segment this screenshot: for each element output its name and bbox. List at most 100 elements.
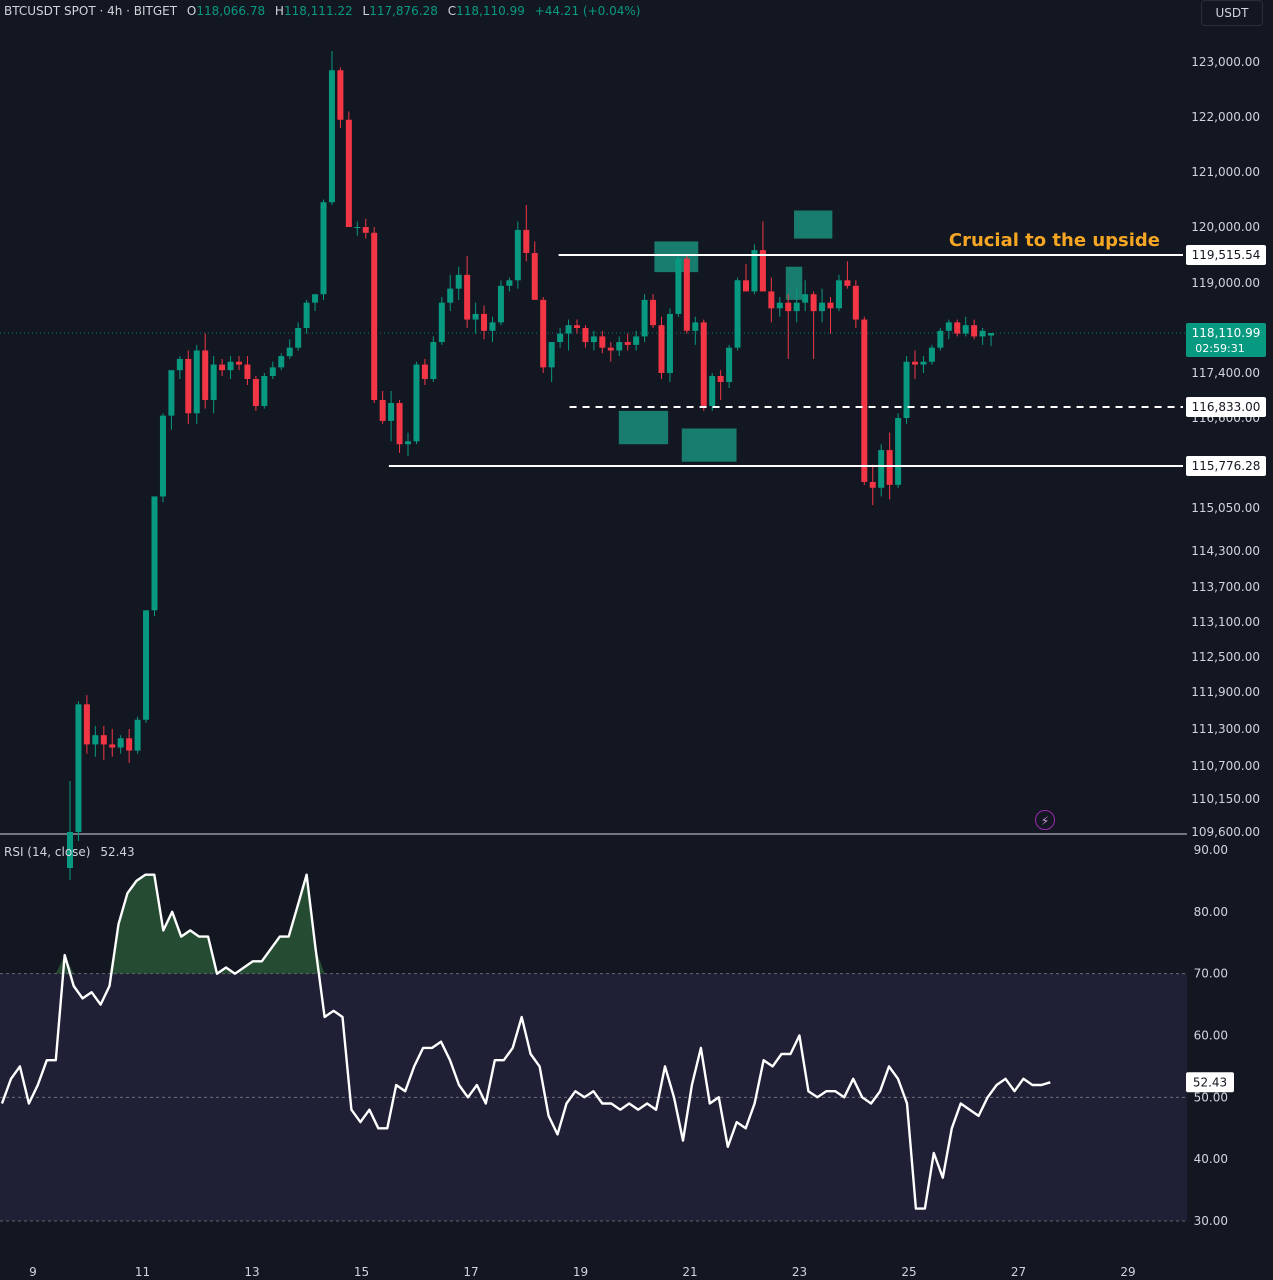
high-label: H — [274, 4, 284, 18]
time-tick-label: 15 — [354, 1265, 369, 1279]
time-tick-label: 23 — [792, 1265, 807, 1279]
candle-body — [396, 402, 403, 445]
time-tick-label: 13 — [244, 1265, 259, 1279]
candle-body — [827, 302, 834, 309]
candle-body — [599, 336, 606, 348]
price-tick-label: 110,700.00 — [1191, 759, 1260, 773]
candle-body — [903, 361, 910, 418]
price-tick-label: 111,900.00 — [1191, 685, 1260, 699]
rsi-tick-label: 50.00 — [1194, 1090, 1228, 1104]
time-axis: 9 11 13 15 17 19 21 23 25 27 29 — [29, 1265, 1135, 1279]
rsi-value: 52.43 — [100, 845, 135, 859]
candle-body — [844, 280, 851, 286]
candle-body — [962, 325, 969, 334]
candle-body — [683, 258, 690, 331]
rsi-line — [0, 873, 1051, 1210]
candle-body — [320, 202, 327, 295]
candle-body — [514, 229, 521, 281]
candle-body — [388, 402, 395, 421]
candle-body — [768, 291, 775, 309]
price-tick-label: 117,400.00 — [1191, 366, 1260, 380]
rsi-tick-label: 70.00 — [1194, 967, 1228, 981]
symbol-label[interactable]: BTCUSDT SPOT · 4h · BITGET — [4, 4, 178, 18]
time-tick-label: 25 — [901, 1265, 916, 1279]
candle-body — [920, 361, 927, 365]
candle-body — [759, 250, 766, 292]
candle-body — [447, 288, 454, 303]
candle-body — [261, 375, 268, 406]
candle-body — [278, 356, 285, 368]
candle-body — [303, 302, 310, 328]
rsi-value-label: 52.43 — [1193, 1075, 1227, 1089]
time-tick-label: 27 — [1011, 1265, 1026, 1279]
candle-body — [945, 322, 952, 331]
candle-body — [312, 294, 319, 303]
candle-body — [117, 738, 124, 748]
candle-body — [328, 70, 335, 203]
flash-icon[interactable]: ⚡ — [1035, 810, 1055, 830]
candle-body — [886, 450, 893, 485]
change-value: +44.21 (+0.04%) — [534, 4, 641, 18]
price-tick-label: 112,500.00 — [1191, 650, 1260, 664]
close-value: 118,110.99 — [456, 4, 525, 18]
candle-body — [835, 280, 842, 309]
time-tick-label: 9 — [29, 1265, 37, 1279]
candle-body — [574, 325, 580, 328]
open-value: 118,066.78 — [196, 4, 266, 18]
candle-body — [928, 347, 935, 362]
rsi-tick-label: 60.00 — [1194, 1029, 1228, 1043]
rsi-header[interactable]: RSI (14, close) 52.43 — [4, 845, 135, 859]
candle-body — [666, 313, 673, 373]
price-tick-label: 113,700.00 — [1191, 580, 1260, 594]
candle-body — [700, 322, 707, 406]
price-tag-box — [1186, 456, 1266, 476]
candle-body — [430, 342, 437, 379]
candle-body — [421, 364, 428, 379]
candle-body — [540, 299, 547, 368]
rsi-tick-label: 30.00 — [1194, 1214, 1228, 1228]
candle-body — [151, 496, 158, 611]
time-tick-label: 29 — [1120, 1265, 1135, 1279]
candle-body — [210, 364, 217, 400]
last-price-box — [1186, 323, 1266, 357]
rsi-value-box — [1186, 1072, 1234, 1093]
rsi-title: RSI (14, close) — [4, 845, 91, 859]
candle-body — [802, 294, 809, 303]
candle-body — [531, 253, 538, 300]
low-label: L — [362, 4, 370, 18]
candle-body — [455, 274, 462, 289]
candle-body — [337, 70, 344, 120]
price-tick-label: 111,300.00 — [1191, 722, 1260, 736]
low-value: 117,876.28 — [369, 4, 438, 18]
countdown-label: 02:59:31 — [1195, 342, 1244, 355]
price-tag-label: 116,833.00 — [1192, 400, 1261, 414]
candle-body — [590, 336, 597, 343]
candle-body — [438, 302, 445, 343]
price-tag-box — [1186, 245, 1266, 265]
highlight-zone — [618, 410, 669, 445]
candle-body — [168, 370, 175, 416]
candle-body — [641, 299, 648, 337]
candles-layer — [67, 51, 995, 880]
candle-body — [134, 719, 141, 751]
highlight-zone — [794, 210, 833, 239]
candle-body — [472, 313, 479, 320]
candle-body — [286, 347, 293, 357]
candle-body — [236, 361, 242, 365]
candle-body — [464, 274, 471, 320]
price-tag-box — [1186, 397, 1266, 417]
candle-body — [176, 358, 183, 371]
candle-body — [776, 302, 783, 309]
price-tick-label: 122,000.00 — [1191, 110, 1260, 124]
price-tag-label: 119,515.54 — [1192, 248, 1261, 262]
price-tick-label: 123,000.00 — [1191, 55, 1260, 69]
candle-body — [159, 415, 166, 497]
candle-body — [979, 330, 986, 337]
currency-button[interactable]: USDT — [1201, 0, 1263, 26]
price-tick-label: 120,000.00 — [1191, 220, 1260, 234]
candle-body — [481, 313, 488, 331]
candle-body — [616, 342, 623, 351]
candle-body — [734, 280, 741, 348]
candle-body — [100, 735, 107, 745]
